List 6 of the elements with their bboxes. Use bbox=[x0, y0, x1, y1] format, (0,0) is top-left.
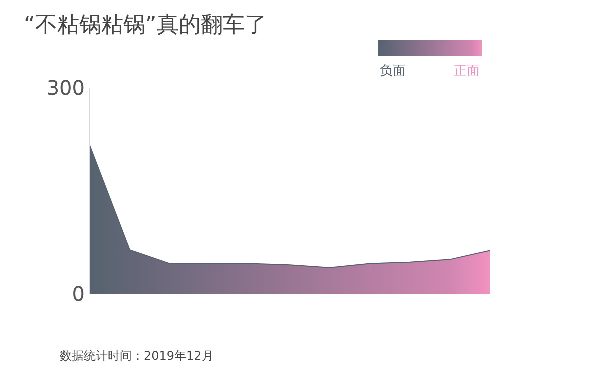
y-tick-label: 0 bbox=[72, 282, 85, 306]
y-tick-label: 300 bbox=[46, 76, 85, 100]
text: 正面 bbox=[454, 64, 480, 79]
chart-title: “不粘锅粘锅”真的翻车了 bbox=[24, 13, 267, 38]
text: 负面 bbox=[380, 64, 406, 79]
text: 数据统计时间：2019年12月 bbox=[60, 349, 214, 363]
